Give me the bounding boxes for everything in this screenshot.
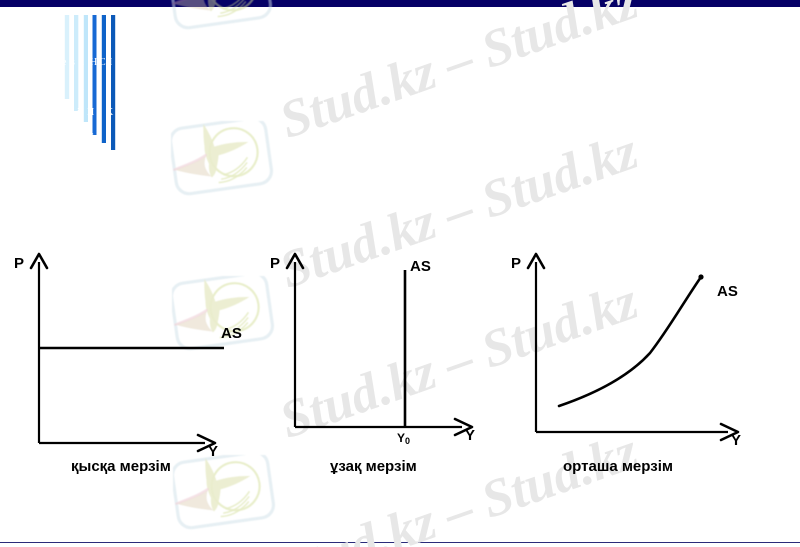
svg-text:Y: Y [731, 432, 741, 449]
svg-text:AS: AS [410, 258, 431, 275]
svg-text:қысқа мерзім: қысқа мерзім [71, 458, 171, 475]
svg-text:Y: Y [465, 427, 475, 444]
svg-text:P: P [511, 255, 521, 272]
svg-text:P: P [14, 255, 24, 272]
svg-text:Y0: Y0 [397, 431, 410, 446]
svg-text:AS: AS [221, 325, 242, 342]
svg-text:орташа мерзім: орташа мерзім [563, 458, 673, 475]
svg-text:Y: Y [208, 443, 218, 460]
svg-text:P: P [270, 255, 280, 272]
svg-text:AS: AS [717, 283, 738, 300]
svg-text:ұзақ мерзім: ұзақ мерзім [330, 458, 417, 475]
